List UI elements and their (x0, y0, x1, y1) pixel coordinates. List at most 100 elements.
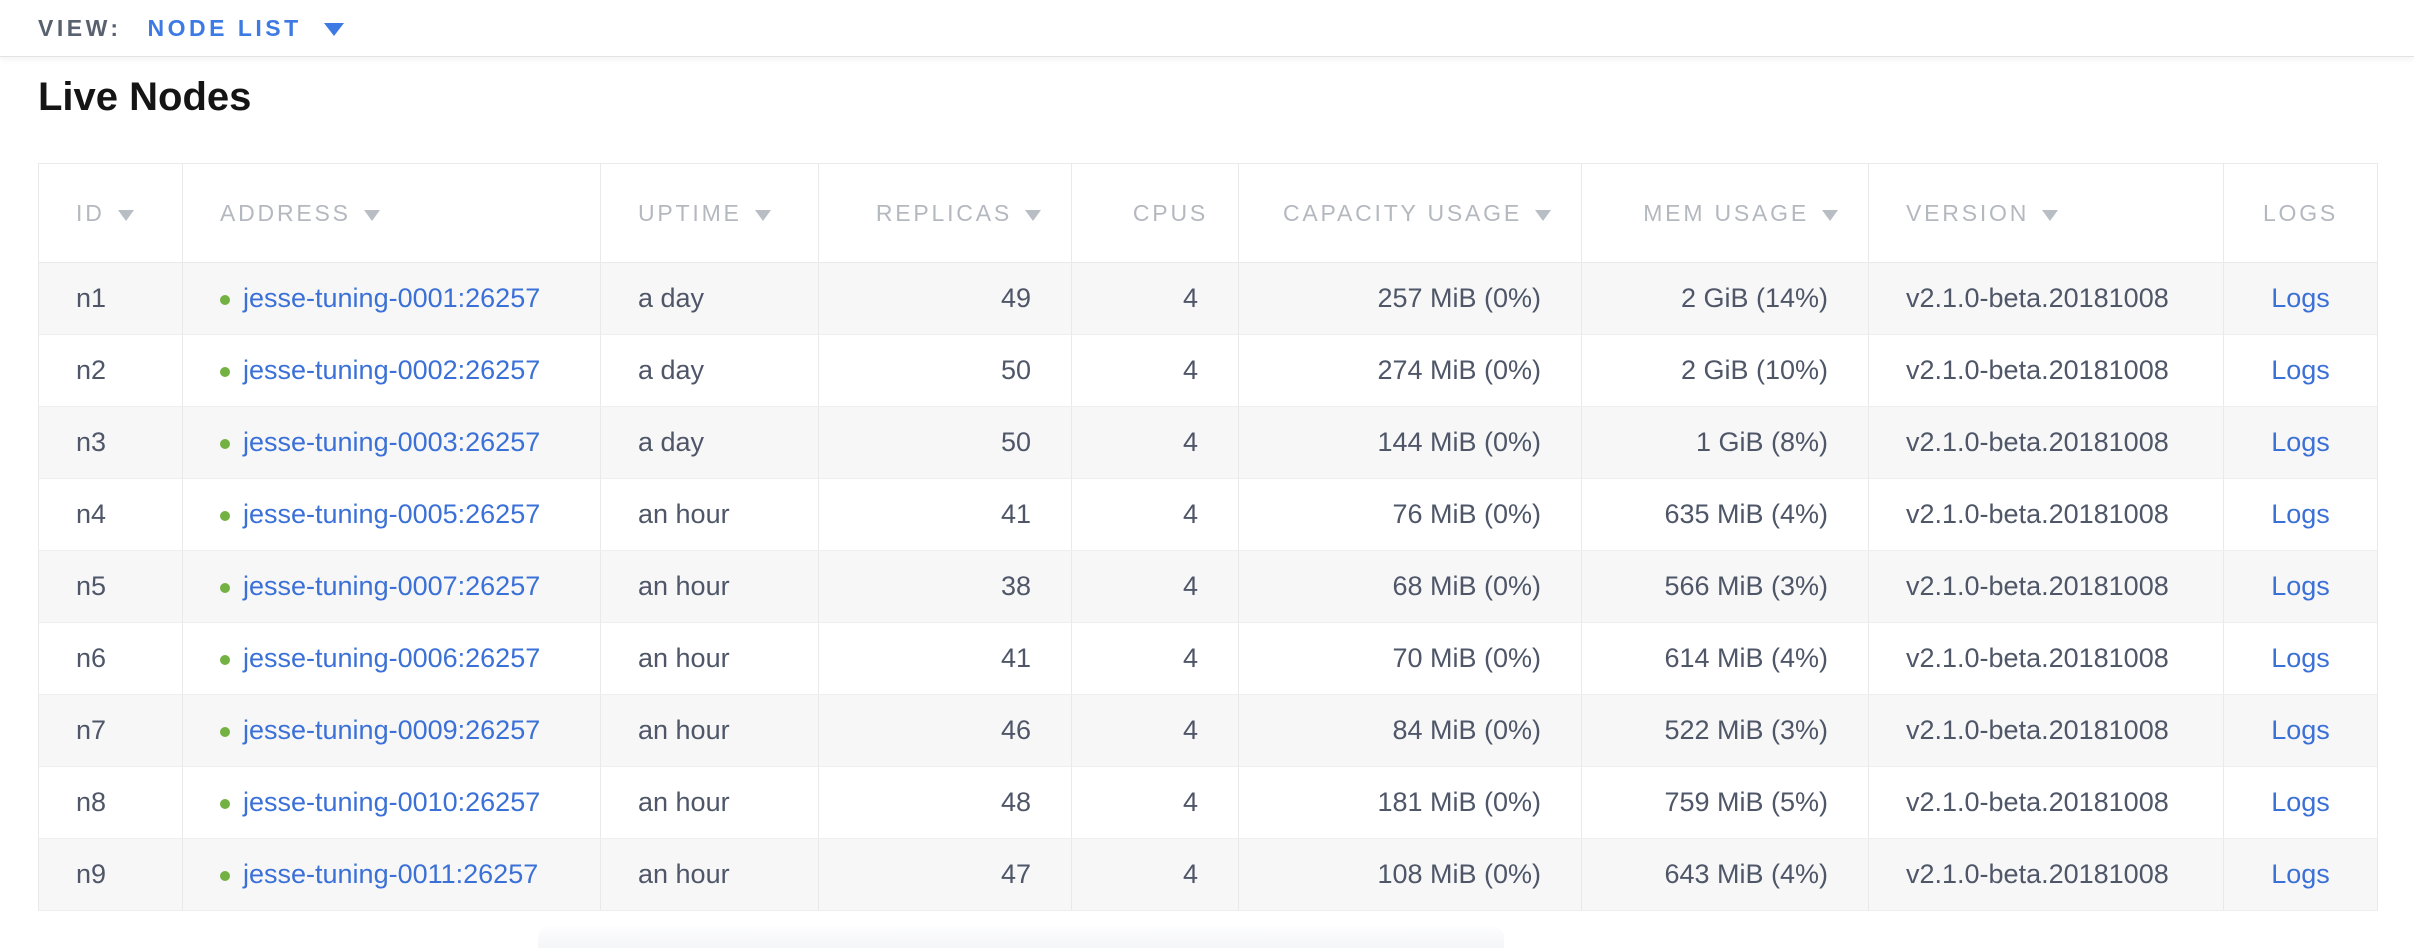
cell-uptime: a day (600, 262, 819, 335)
cell-id: n5 (38, 550, 183, 623)
cell-id: n6 (38, 622, 183, 695)
node-address-link[interactable]: jesse-tuning-0011:26257 (243, 859, 539, 889)
cell-version: v2.1.0-beta.20181008 (1868, 694, 2224, 767)
node-address-link[interactable]: jesse-tuning-0005:26257 (243, 499, 541, 529)
view-label: VIEW: (38, 14, 122, 41)
cell-id: n9 (38, 838, 183, 911)
node-address-link[interactable]: jesse-tuning-0001:26257 (243, 283, 541, 313)
table-row-n1: n1 jesse-tuning-0001:26257 a day 49 4 257 MiB… (38, 262, 2378, 335)
sort-triangle-down-icon (1535, 209, 1551, 221)
cell-version: v2.1.0-beta.20181008 (1868, 622, 2224, 695)
column-header-capacity[interactable]: CAPACITY USAGE (1238, 163, 1582, 263)
node-logs-link[interactable]: Logs (2271, 427, 2330, 457)
table-row-n4: n4 jesse-tuning-0005:26257 an hour 41 4 76 Mi… (38, 478, 2378, 551)
cell-cpus: 4 (1071, 406, 1239, 479)
cell-logs: Logs (2223, 838, 2378, 911)
node-logs-link[interactable]: Logs (2271, 499, 2330, 529)
cell-mem: 2 GiB (10%) (1581, 334, 1869, 407)
cell-replicas: 48 (818, 766, 1072, 839)
cell-mem: 1 GiB (8%) (1581, 406, 1869, 479)
cell-capacity: 70 MiB (0%) (1238, 622, 1582, 695)
cell-address: jesse-tuning-0009:26257 (182, 694, 601, 767)
live-nodes-table: ID ADDRESS UPTIME REPLICAS CPUS CAPACITY USAG… (38, 163, 2378, 911)
node-status-healthy-icon (220, 583, 230, 593)
cell-version: v2.1.0-beta.20181008 (1868, 478, 2224, 551)
table-row-n7: n7 jesse-tuning-0009:26257 an hour 46 4 84 Mi… (38, 694, 2378, 767)
cell-cpus: 4 (1071, 550, 1239, 623)
column-label-id: ID (76, 199, 105, 226)
node-address-link[interactable]: jesse-tuning-0010:26257 (243, 787, 541, 817)
cell-uptime: a day (600, 406, 819, 479)
cell-cpus: 4 (1071, 694, 1239, 767)
cell-id: n1 (38, 262, 183, 335)
cell-address: jesse-tuning-0001:26257 (182, 262, 601, 335)
cell-address: jesse-tuning-0010:26257 (182, 766, 601, 839)
column-label-replicas: REPLICAS (875, 199, 1012, 226)
cell-logs: Logs (2223, 334, 2378, 407)
cell-id: n3 (38, 406, 183, 479)
cell-version: v2.1.0-beta.20181008 (1868, 766, 2224, 839)
cell-cpus: 4 (1071, 478, 1239, 551)
cell-address: jesse-tuning-0007:26257 (182, 550, 601, 623)
cell-replicas: 46 (818, 694, 1072, 767)
column-label-logs: LOGS (2262, 199, 2339, 226)
cell-capacity: 257 MiB (0%) (1238, 262, 1582, 335)
column-header-cpus: CPUS (1071, 163, 1239, 263)
column-label-cpus: CPUS (1132, 199, 1208, 226)
node-logs-link[interactable]: Logs (2271, 571, 2330, 601)
column-header-address[interactable]: ADDRESS (182, 163, 601, 263)
node-status-healthy-icon (220, 727, 230, 737)
sort-triangle-down-icon (754, 209, 771, 221)
cell-logs: Logs (2223, 622, 2378, 695)
node-status-healthy-icon (220, 367, 230, 377)
cell-address: jesse-tuning-0003:26257 (182, 406, 601, 479)
cell-address: jesse-tuning-0011:26257 (182, 838, 601, 911)
node-address-link[interactable]: jesse-tuning-0003:26257 (243, 427, 541, 457)
column-label-mem: MEM USAGE (1643, 199, 1809, 226)
cell-replicas: 47 (818, 838, 1072, 911)
column-header-uptime[interactable]: UPTIME (600, 163, 819, 263)
node-logs-link[interactable]: Logs (2271, 715, 2330, 745)
node-address-link[interactable]: jesse-tuning-0007:26257 (243, 571, 541, 601)
cell-mem: 566 MiB (3%) (1581, 550, 1869, 623)
cell-mem: 2 GiB (14%) (1581, 262, 1869, 335)
view-selector-dropdown[interactable]: NODE LIST (148, 15, 344, 42)
node-logs-link[interactable]: Logs (2271, 355, 2330, 385)
cell-capacity: 76 MiB (0%) (1238, 478, 1582, 551)
column-label-capacity: CAPACITY USAGE (1282, 199, 1522, 226)
table-row-n9: n9 jesse-tuning-0011:26257 an hour 47 4 108 M… (38, 838, 2378, 911)
cell-logs: Logs (2223, 550, 2378, 623)
node-address-link[interactable]: jesse-tuning-0006:26257 (243, 643, 541, 673)
table-row-n3: n3 jesse-tuning-0003:26257 a day 50 4 144 MiB… (38, 406, 2378, 479)
node-logs-link[interactable]: Logs (2271, 787, 2330, 817)
node-status-healthy-icon (220, 439, 230, 449)
cell-mem: 643 MiB (4%) (1581, 838, 1869, 911)
node-address-link[interactable]: jesse-tuning-0002:26257 (243, 355, 541, 385)
cell-capacity: 274 MiB (0%) (1238, 334, 1582, 407)
cell-version: v2.1.0-beta.20181008 (1868, 838, 2224, 911)
column-header-version[interactable]: VERSION (1868, 163, 2224, 263)
column-header-mem[interactable]: MEM USAGE (1581, 163, 1869, 263)
node-logs-link[interactable]: Logs (2271, 643, 2330, 673)
column-header-replicas[interactable]: REPLICAS (818, 163, 1072, 263)
cell-logs: Logs (2223, 694, 2378, 767)
column-header-id[interactable]: ID (38, 163, 183, 263)
cell-id: n8 (38, 766, 183, 839)
node-address-link[interactable]: jesse-tuning-0009:26257 (243, 715, 541, 745)
cell-uptime: an hour (600, 622, 819, 695)
cell-cpus: 4 (1071, 262, 1239, 335)
cell-replicas: 50 (818, 334, 1072, 407)
cell-id: n2 (38, 334, 183, 407)
page-title: Live Nodes (38, 75, 252, 119)
table-row-n2: n2 jesse-tuning-0002:26257 a day 50 4 274 MiB… (38, 334, 2378, 407)
cell-replicas: 38 (818, 550, 1072, 623)
node-status-healthy-icon (220, 799, 230, 809)
cell-logs: Logs (2223, 478, 2378, 551)
cell-version: v2.1.0-beta.20181008 (1868, 406, 2224, 479)
node-logs-link[interactable]: Logs (2271, 859, 2330, 889)
node-logs-link[interactable]: Logs (2271, 283, 2330, 313)
table-row-n6: n6 jesse-tuning-0006:26257 an hour 41 4 70 Mi… (38, 622, 2378, 695)
cell-cpus: 4 (1071, 838, 1239, 911)
cell-uptime: an hour (600, 766, 819, 839)
cell-cpus: 4 (1071, 622, 1239, 695)
